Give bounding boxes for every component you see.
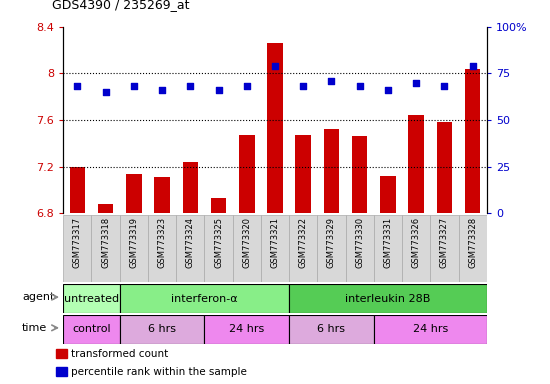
Point: [327, 78, 336, 84]
Text: 24 hrs: 24 hrs: [412, 324, 448, 334]
Text: 24 hrs: 24 hrs: [229, 324, 265, 334]
Text: GSM773327: GSM773327: [440, 217, 449, 268]
Bar: [126, 174, 141, 213]
Bar: [205, 215, 233, 282]
Text: GSM773318: GSM773318: [101, 217, 110, 268]
Bar: [324, 129, 339, 213]
Point: [299, 83, 307, 89]
Point: [101, 89, 110, 95]
Text: GSM773328: GSM773328: [468, 217, 477, 268]
Text: GSM773322: GSM773322: [299, 217, 308, 268]
Bar: [155, 177, 170, 213]
Text: percentile rank within the sample: percentile rank within the sample: [72, 366, 247, 377]
Bar: [267, 43, 283, 213]
Text: GSM773323: GSM773323: [157, 217, 167, 268]
Point: [383, 87, 392, 93]
Bar: [402, 215, 430, 282]
Point: [412, 80, 421, 86]
Bar: [57, 367, 67, 376]
Text: GDS4390 / 235269_at: GDS4390 / 235269_at: [52, 0, 190, 12]
Bar: [374, 215, 402, 282]
Bar: [295, 135, 311, 213]
Text: transformed count: transformed count: [72, 349, 168, 359]
Bar: [374, 315, 487, 344]
Point: [468, 63, 477, 69]
Point: [186, 83, 195, 89]
Bar: [345, 215, 374, 282]
Bar: [70, 167, 85, 213]
Bar: [352, 136, 367, 213]
Text: GSM773330: GSM773330: [355, 217, 364, 268]
Text: GSM773317: GSM773317: [73, 217, 82, 268]
Bar: [176, 215, 205, 282]
Text: interferon-α: interferon-α: [171, 293, 238, 304]
Bar: [409, 115, 424, 213]
Point: [355, 83, 364, 89]
Text: GSM773331: GSM773331: [383, 217, 393, 268]
Bar: [91, 215, 120, 282]
Text: GSM773325: GSM773325: [214, 217, 223, 268]
Bar: [211, 198, 226, 213]
Bar: [205, 315, 289, 344]
Bar: [317, 215, 345, 282]
Bar: [430, 215, 459, 282]
Bar: [233, 215, 261, 282]
Text: 6 hrs: 6 hrs: [148, 324, 176, 334]
Text: GSM773321: GSM773321: [271, 217, 279, 268]
Text: GSM773324: GSM773324: [186, 217, 195, 268]
Bar: [120, 284, 289, 313]
Point: [271, 63, 279, 69]
Point: [73, 83, 82, 89]
Point: [214, 87, 223, 93]
Bar: [63, 284, 120, 313]
Text: time: time: [22, 323, 47, 333]
Text: untreated: untreated: [64, 293, 119, 304]
Text: GSM773320: GSM773320: [242, 217, 251, 268]
Bar: [289, 284, 487, 313]
Bar: [261, 215, 289, 282]
Bar: [183, 162, 198, 213]
Bar: [459, 215, 487, 282]
Text: interleukin 28B: interleukin 28B: [345, 293, 431, 304]
Bar: [437, 122, 452, 213]
Text: GSM773329: GSM773329: [327, 217, 336, 268]
Bar: [63, 215, 91, 282]
Bar: [57, 349, 67, 358]
Text: GSM773326: GSM773326: [411, 217, 421, 268]
Bar: [120, 215, 148, 282]
Bar: [98, 204, 113, 213]
Bar: [63, 315, 120, 344]
Bar: [380, 176, 395, 213]
Text: agent: agent: [22, 292, 54, 302]
Bar: [148, 215, 176, 282]
Point: [129, 83, 138, 89]
Bar: [289, 215, 317, 282]
Point: [243, 83, 251, 89]
Point: [440, 83, 449, 89]
Point: [158, 87, 167, 93]
Text: 6 hrs: 6 hrs: [317, 324, 345, 334]
Text: control: control: [72, 324, 111, 334]
Text: GSM773319: GSM773319: [129, 217, 139, 268]
Bar: [239, 135, 255, 213]
Bar: [465, 69, 480, 213]
Bar: [289, 315, 374, 344]
Bar: [120, 315, 205, 344]
